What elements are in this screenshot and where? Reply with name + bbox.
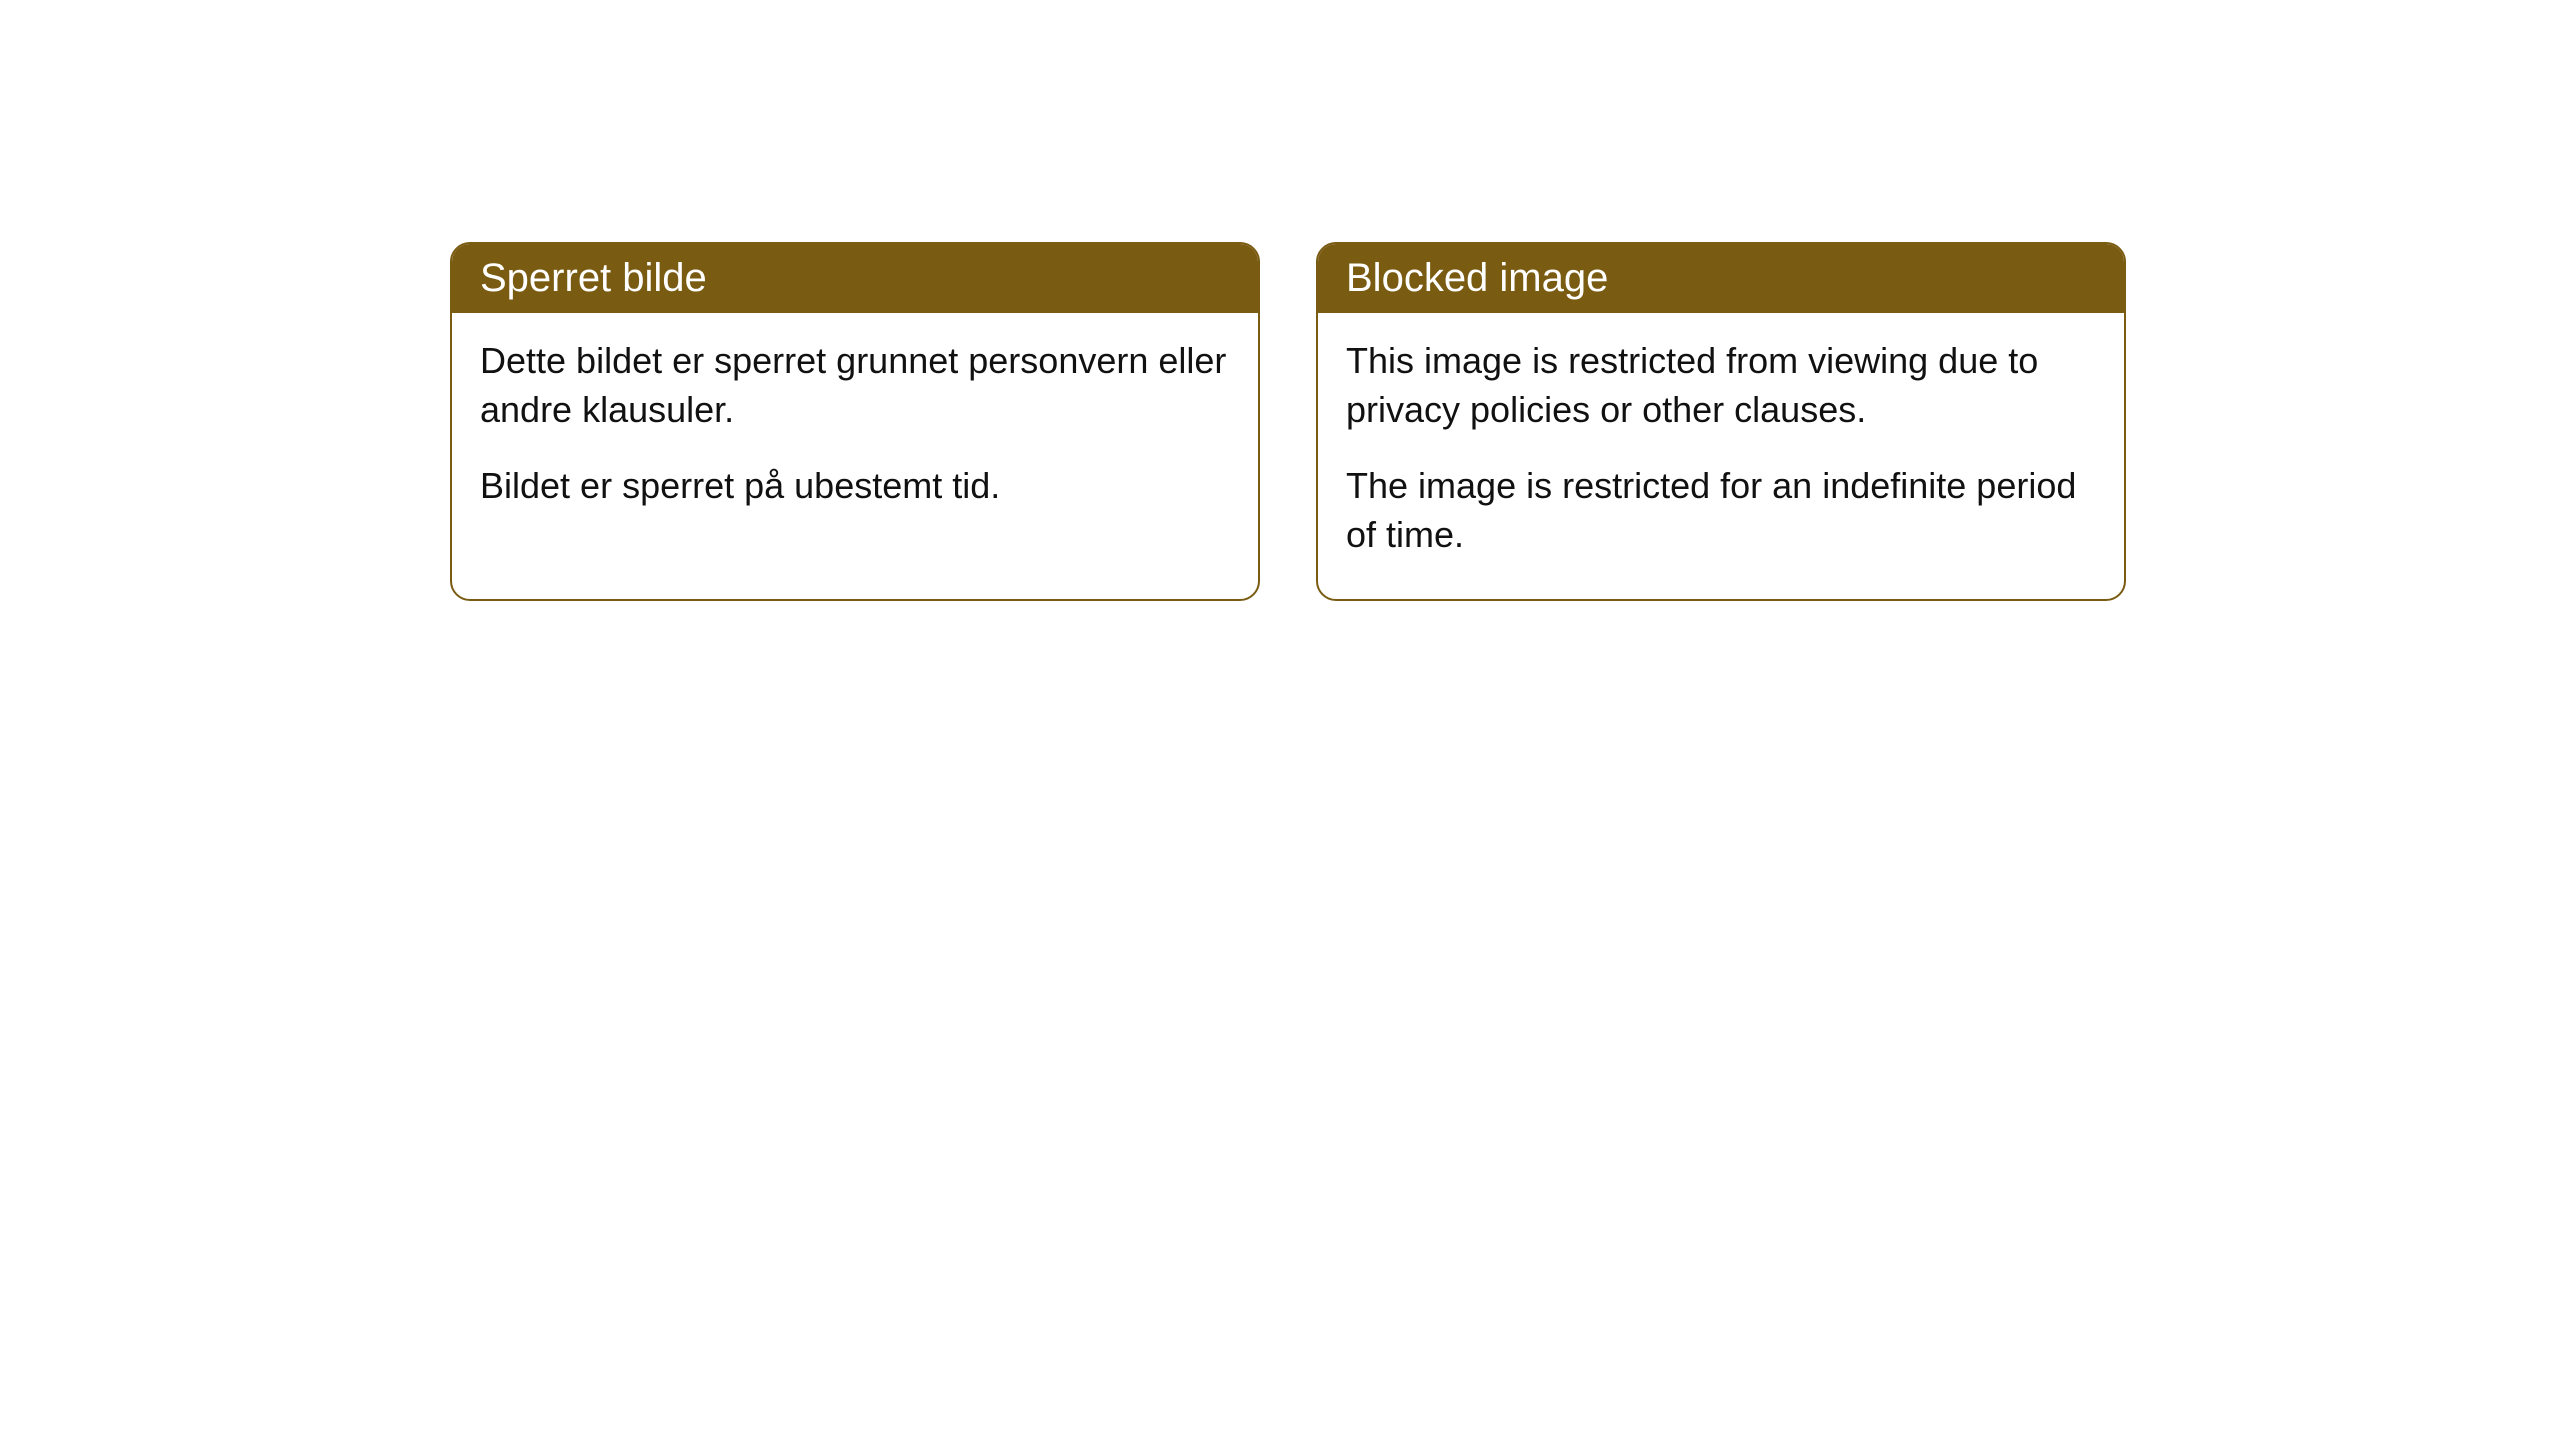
notice-cards-container: Sperret bilde Dette bildet er sperret gr…: [450, 242, 2126, 601]
card-header: Blocked image: [1318, 244, 2124, 313]
card-paragraph: Bildet er sperret på ubestemt tid.: [480, 462, 1230, 511]
notice-card-english: Blocked image This image is restricted f…: [1316, 242, 2126, 601]
card-title: Blocked image: [1346, 256, 1608, 300]
card-body: This image is restricted from viewing du…: [1318, 313, 2124, 599]
card-paragraph: Dette bildet er sperret grunnet personve…: [480, 337, 1230, 434]
card-paragraph: This image is restricted from viewing du…: [1346, 337, 2096, 434]
notice-card-norwegian: Sperret bilde Dette bildet er sperret gr…: [450, 242, 1260, 601]
card-title: Sperret bilde: [480, 256, 707, 300]
card-body: Dette bildet er sperret grunnet personve…: [452, 313, 1258, 551]
card-paragraph: The image is restricted for an indefinit…: [1346, 462, 2096, 559]
card-header: Sperret bilde: [452, 244, 1258, 313]
